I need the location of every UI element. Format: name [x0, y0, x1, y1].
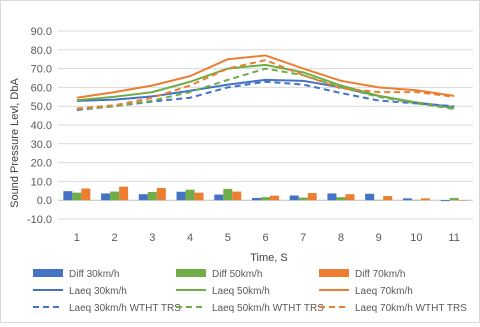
y-tick-label: 20.0 [31, 158, 52, 170]
legend-item: Laeq 70km/h [319, 286, 413, 297]
legend-item: Laeq 50km/h WTHT TRS [176, 303, 324, 314]
bar [327, 193, 337, 201]
x-tick-label: 1 [74, 232, 80, 244]
bar [458, 200, 468, 201]
x-tick-label: 7 [300, 232, 306, 244]
bar [101, 193, 111, 201]
legend-item: Laeq 70km/h WTHT TRS [319, 303, 467, 314]
y-axis-title: Sound Pressure Levl, DbA [9, 78, 21, 208]
bar-series [63, 186, 468, 202]
bar [194, 192, 204, 201]
bar [449, 197, 459, 201]
legend-item: Laeq 30km/h [33, 286, 127, 297]
y-tick-label: 30.0 [31, 139, 52, 151]
legend-label: Diff 30km/h [69, 269, 119, 280]
y-tick-label: 90.0 [31, 26, 52, 38]
combo-chart: -10.0 0.0 10.0 20.0 30.0 40.0 50.0 60.0 70.0 80.0… [9, 26, 473, 314]
y-tick-label: 50.0 [31, 101, 52, 113]
legend-label: Laeq 50km/h [212, 286, 270, 297]
legend-label: Laeq 70km/h WTHT TRS [355, 303, 467, 314]
legend-item: Laeq 30km/h WTHT TRS [33, 303, 181, 314]
bar [252, 197, 261, 201]
bar [411, 199, 421, 201]
bar [336, 197, 346, 201]
y-tick-label: 70.0 [31, 64, 52, 76]
series-line [76, 54, 455, 99]
x-tick-label: 2 [112, 232, 118, 244]
y-tick-label: 80.0 [31, 45, 52, 57]
bar [119, 186, 129, 201]
legend-swatch [33, 269, 63, 277]
bar [156, 187, 166, 201]
bar [223, 188, 233, 201]
y-tick-label: 10.0 [31, 176, 52, 188]
bar [81, 188, 91, 201]
bar [63, 191, 73, 201]
bar [365, 193, 375, 201]
y-tick-label: 60.0 [31, 82, 52, 94]
bar [147, 191, 157, 201]
legend-item: Diff 70km/h [319, 269, 405, 280]
legend-item: Diff 30km/h [33, 269, 119, 280]
legend-swatch [319, 269, 349, 277]
bar [270, 195, 279, 201]
bar [72, 192, 82, 201]
x-tick-label: 3 [149, 232, 155, 244]
bar [110, 191, 120, 201]
bar [383, 196, 393, 201]
legend-label: Laeq 30km/h [69, 286, 127, 297]
bar [261, 197, 270, 201]
series-line [76, 59, 455, 110]
legend-label: Diff 50km/h [212, 269, 262, 280]
line-series [76, 54, 455, 111]
bar [374, 199, 384, 201]
x-tick-label: 4 [187, 232, 193, 244]
x-tick-label: 6 [262, 232, 268, 244]
bar [138, 194, 148, 201]
legend-label: Diff 70km/h [355, 269, 405, 280]
bar [345, 194, 355, 201]
legend-swatch [176, 269, 206, 277]
bar [420, 198, 430, 201]
series-line [76, 67, 455, 111]
y-tick-label: 0.0 [37, 195, 52, 207]
bar [214, 194, 224, 201]
bar [440, 200, 450, 202]
x-tick-label: 10 [410, 232, 422, 244]
bar [176, 191, 186, 201]
bar [307, 193, 317, 201]
x-axis-title: Time, S [250, 252, 288, 264]
x-tick-label: 11 [448, 232, 459, 244]
bar [298, 197, 308, 201]
legend: Diff 30km/h Diff 50km/h Diff 70km/h Laeq 30… [33, 269, 467, 314]
x-tick-label: 8 [338, 232, 344, 244]
x-tick-label: 9 [376, 232, 382, 244]
legend-item: Diff 50km/h [176, 269, 262, 280]
y-axis-ticks: -10.0 0.0 10.0 20.0 30.0 40.0 50.0 60.0 70.0 80.0… [27, 26, 52, 226]
bar [289, 195, 299, 201]
legend-label: Laeq 70km/h [355, 286, 413, 297]
legend-label: Laeq 30km/h WTHT TRS [69, 303, 181, 314]
x-axis-ticks: 1 2 3 4 5 6 7 8 9 10 11 [74, 232, 460, 244]
bar [402, 198, 412, 201]
x-tick-label: 5 [225, 232, 231, 244]
bar [185, 189, 195, 201]
bar [232, 191, 242, 201]
legend-item: Laeq 50km/h [176, 286, 270, 297]
y-tick-label: -10.0 [27, 214, 52, 226]
legend-label: Laeq 50km/h WTHT TRS [212, 303, 324, 314]
y-tick-label: 40.0 [31, 120, 52, 132]
